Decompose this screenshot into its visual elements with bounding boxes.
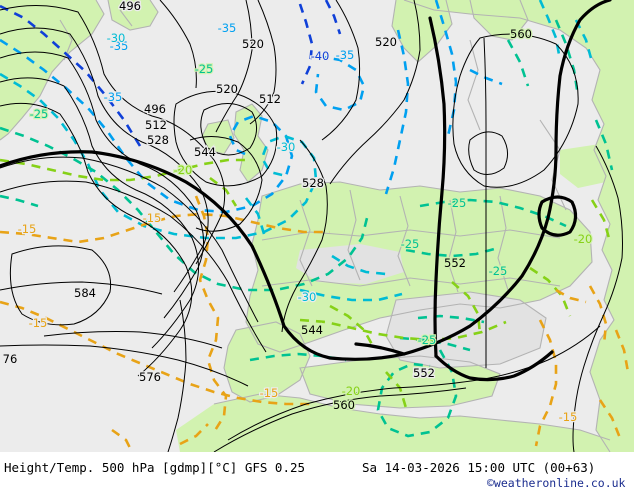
temperature-contour-layer xyxy=(0,0,630,452)
temp-label-minus15b: -15 xyxy=(143,211,162,225)
height-label-544b: 544 xyxy=(301,323,323,337)
temp-label-minus25e: -25 xyxy=(489,264,508,278)
contour-496-closed xyxy=(200,103,257,156)
temp-label-minus15a: -15 xyxy=(18,222,37,236)
map-label-layer: 496 496 512 512 520 520 520 528 528 544 … xyxy=(1,0,593,425)
height-label-520a: 520 xyxy=(216,82,238,96)
height-label-528b: 528 xyxy=(302,176,324,190)
temp-label-minus25c: -25 xyxy=(448,196,467,210)
isotherm-minus40 xyxy=(0,0,342,147)
isotherm-minus30 xyxy=(0,0,594,302)
height-label-496a: 496 xyxy=(119,0,141,13)
temp-label-minus25b: -25 xyxy=(195,62,214,76)
temp-label-minus30a: -30 xyxy=(107,31,126,45)
height-label-512b: 512 xyxy=(259,92,281,106)
highlighted-contour-552 xyxy=(0,0,612,382)
temp-label-minus35a: -35 xyxy=(110,39,129,53)
temp-label-minus40: -40 xyxy=(311,49,330,63)
isotherm-minus20 xyxy=(0,158,612,409)
temp-label-minus15c: -15 xyxy=(29,316,48,330)
footer-parameter-text: Height/Temp. 500 hPa [gdmp][°C] GFS 0.25 xyxy=(4,460,306,475)
weather-map[interactable]: 496 496 512 512 520 520 520 528 528 544 … xyxy=(0,0,634,452)
temp-label-minus20c: -20 xyxy=(342,384,361,398)
height-label-496b: 496 xyxy=(144,102,166,116)
coastline-layer xyxy=(0,0,615,452)
footer-valid-time: Sa 14-03-2026 15:00 UTC (00+63) xyxy=(362,460,596,475)
contour-584-closed xyxy=(9,245,112,326)
height-label-560a: 560 xyxy=(510,27,532,41)
temp-label-minus35d: -35 xyxy=(104,90,123,104)
temp-label-minus20a: -20 xyxy=(174,163,193,177)
height-label-584: 584 xyxy=(74,286,96,300)
footer-attribution: ©weatheronline.co.uk xyxy=(487,476,626,490)
map-svg: 496 496 512 512 520 520 520 528 528 544 … xyxy=(0,0,634,452)
height-label-512a: 512 xyxy=(145,118,167,132)
isotherm-minus15 xyxy=(0,195,630,452)
height-label-520c: 520 xyxy=(375,35,397,49)
temp-label-minus15e: -15 xyxy=(559,410,578,424)
temp-label-minus30c: -30 xyxy=(298,290,317,304)
temp-label-minus15d: -15 xyxy=(260,386,279,400)
temp-label-minus30b: -30 xyxy=(277,140,296,154)
height-label-576b: 576 xyxy=(139,370,161,384)
temp-label-minus25a: -25 xyxy=(30,107,49,121)
height-label-576a: 76 xyxy=(3,352,18,366)
temp-label-minus25d: -25 xyxy=(401,237,420,251)
height-label-560b: 560 xyxy=(333,398,355,412)
chart-footer: Height/Temp. 500 hPa [gdmp][°C] GFS 0.25… xyxy=(0,452,634,490)
height-label-544a: 544 xyxy=(194,145,216,159)
temp-label-minus25f: -25 xyxy=(418,333,437,347)
height-contour-layer xyxy=(0,0,623,452)
temp-label-minus35c: -35 xyxy=(336,48,355,62)
height-label-552b: 552 xyxy=(413,366,435,380)
height-label-552a: 552 xyxy=(444,256,466,270)
height-label-528a: 528 xyxy=(147,133,169,147)
height-label-520b: 520 xyxy=(242,37,264,51)
temp-label-minus35b: -35 xyxy=(218,21,237,35)
temp-label-minus20b: -20 xyxy=(574,232,593,246)
